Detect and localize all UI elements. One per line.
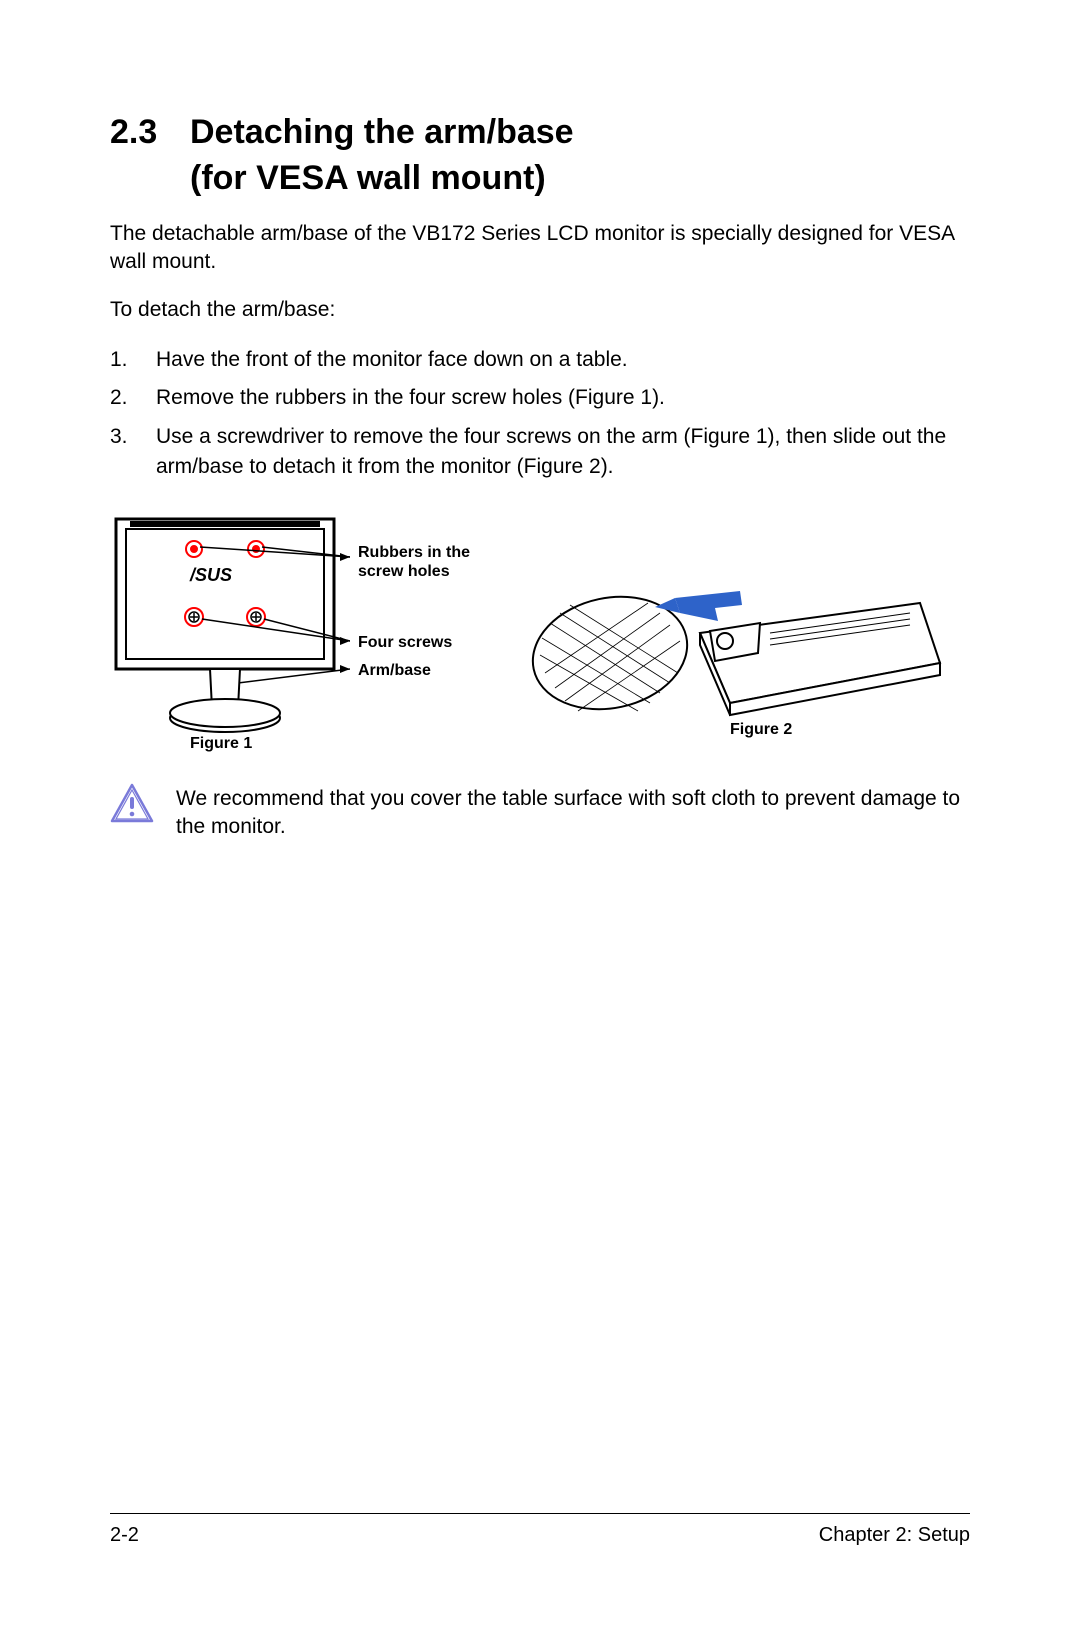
figure-1-illustration: /SUS [110, 513, 350, 743]
brand-logo: /SUS [189, 565, 232, 585]
page-footer: 2-2 Chapter 2: Setup [110, 1513, 970, 1547]
label-rubbers: Rubbers in the screw holes [358, 543, 470, 581]
step-text: Use a screwdriver to remove the four scr… [156, 422, 970, 483]
page: 2.3Detaching the arm/base (for VESA wall… [0, 0, 1080, 1627]
step-item: 3.Use a screwdriver to remove the four s… [110, 422, 970, 483]
figure-2-caption: Figure 2 [730, 721, 792, 739]
steps-list: 1.Have the front of the monitor face dow… [110, 345, 970, 483]
lead-paragraph: To detach the arm/base: [110, 296, 970, 324]
step-text: Remove the rubbers in the four screw hol… [156, 383, 970, 413]
label-arm-base: Arm/base [358, 661, 431, 680]
step-item: 2.Remove the rubbers in the four screw h… [110, 383, 970, 413]
step-item: 1.Have the front of the monitor face dow… [110, 345, 970, 375]
heading-number: 2.3 [110, 110, 190, 156]
note-text: We recommend that you cover the table su… [176, 783, 970, 842]
caution-note: We recommend that you cover the table su… [110, 783, 970, 842]
step-number: 2. [110, 383, 156, 413]
footer-page-number: 2-2 [110, 1524, 139, 1547]
step-number: 3. [110, 422, 156, 483]
intro-paragraph: The detachable arm/base of the VB172 Ser… [110, 220, 970, 277]
heading-line2: (for VESA wall mount) [190, 159, 546, 197]
label-text: screw holes [358, 563, 450, 580]
step-number: 1. [110, 345, 156, 375]
figure-1-caption: Figure 1 [190, 735, 252, 753]
caution-icon [110, 783, 154, 828]
heading-indent [110, 156, 190, 202]
footer-chapter: Chapter 2: Setup [819, 1524, 970, 1547]
figures-area: /SUS [110, 513, 970, 773]
label-four-screws: Four screws [358, 633, 452, 652]
figure-2-illustration [510, 543, 950, 743]
section-heading: 2.3Detaching the arm/base (for VESA wall… [110, 110, 970, 202]
label-text: Rubbers in the [358, 544, 470, 561]
step-text: Have the front of the monitor face down … [156, 345, 970, 375]
heading-line1: Detaching the arm/base [190, 113, 574, 151]
